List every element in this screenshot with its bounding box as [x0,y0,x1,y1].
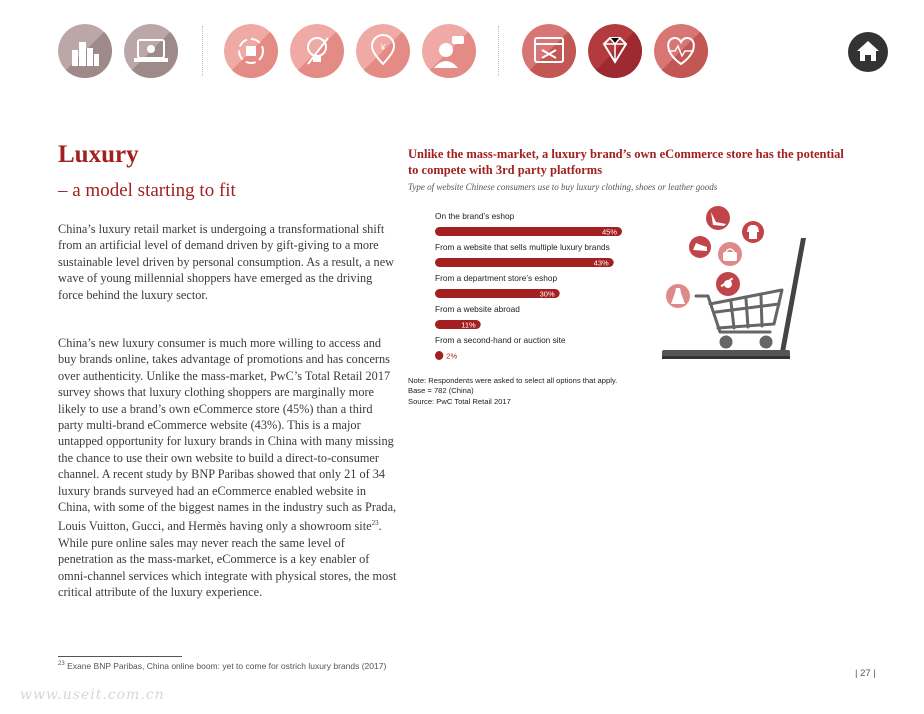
data-label: 2% [446,352,457,361]
body-paragraph: China’s new luxury consumer is much more… [58,335,398,601]
body-paragraph-text: . While pure online sales may never reac… [58,519,397,600]
heart-pulse-icon [654,24,708,78]
category-label: On the brand’s eshop [435,211,515,221]
checkout-window-icon [522,24,576,78]
category-label: From a website abroad [435,304,520,314]
body-paragraph-text: China’s new luxury consumer is much more… [58,336,397,534]
diamond-icon [588,24,642,78]
page-number: | 27 | [855,668,876,679]
bar [435,351,444,360]
bar-chart: On the brand’s eshop 45% From a website th… [435,211,622,361]
chart-note: Note: Respondents were asked to select a… [408,376,618,385]
sneaker-icon [689,236,711,258]
data-label: 45% [602,228,617,237]
chart-notes: Note: Respondents were asked to select a… [408,376,617,407]
high-heel-icon [706,206,730,230]
chart-base: Base = 782 (China) [408,386,474,396]
footnote: 23 Exane BNP Paribas, China online boom:… [58,661,386,671]
category-label: From a second-hand or auction site [435,335,566,345]
nav-button[interactable] [422,24,476,78]
home-button[interactable] [848,32,888,72]
data-label: 43% [594,259,609,268]
shirt-icon [742,221,764,243]
lightbulb-icon [290,24,344,78]
footnote-reference[interactable]: 23 [371,519,379,528]
watermark: www.useit.com.cn [20,687,165,703]
nav-button[interactable] [522,24,576,78]
nav-divider [202,26,203,76]
data-label: 30% [540,290,555,299]
laptop-icon [662,238,806,359]
handbag-icon [718,242,742,266]
category-label: From a department store’s eshop [435,273,557,283]
nav-button[interactable] [654,24,708,78]
bar [435,289,560,298]
nav-divider [498,26,499,76]
nav-button[interactable] [588,24,642,78]
bar [435,227,622,236]
chart-subtitle: Type of website Chinese consumers use to… [408,182,718,192]
nav-button[interactable] [290,24,344,78]
customer-chat-icon [422,24,476,78]
online-shopping-icon [124,24,178,78]
location-pin-icon: ¥ [356,24,410,78]
shopping-cycle-icon [224,24,278,78]
data-label: 11% [461,321,476,330]
watch-icon [716,272,740,296]
svg-text:¥: ¥ [380,43,386,52]
body-paragraph: China’s luxury retail market is undergoi… [58,222,395,302]
ecommerce-illustration [658,204,812,366]
chart-title: Unlike the mass-market, a luxury brand’s… [408,147,844,177]
dress-icon [666,284,690,308]
nav-button[interactable] [124,24,178,78]
home-icon [857,41,879,61]
footnote-number: 23 [58,661,65,668]
nav-button[interactable] [58,24,112,78]
city-skyline-icon [58,24,112,78]
category-label: From a website that sells multiple luxur… [435,242,610,252]
footnote-text: Exane BNP Paribas, China online boom: ye… [67,661,387,671]
page-subtitle: – a model starting to fit [58,180,236,201]
bar [435,320,481,329]
nav-button[interactable]: ¥ [356,24,410,78]
chart-source: Source: PwC Total Retail 2017 [408,396,511,406]
page-title: Luxury [58,141,139,168]
shopping-cart-icon [694,288,784,349]
nav-button[interactable] [224,24,278,78]
footnote-divider [58,656,182,657]
bar [435,258,614,267]
